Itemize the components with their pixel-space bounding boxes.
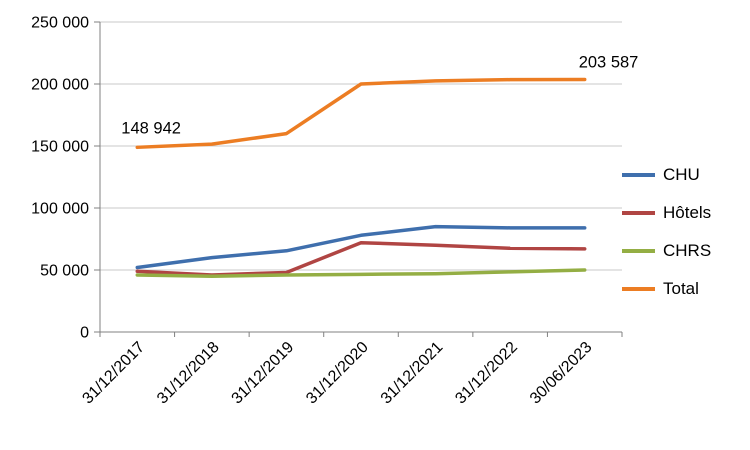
y-tick-label: 100 000 bbox=[31, 201, 89, 218]
y-tick-label: 200 000 bbox=[31, 77, 89, 94]
legend-line-sample bbox=[622, 249, 655, 253]
y-tick-label: 250 000 bbox=[31, 15, 89, 32]
legend-item-hotels: Hôtels bbox=[622, 194, 748, 232]
legend-label: Hôtels bbox=[663, 203, 712, 222]
x-tick-label: 31/12/2020 bbox=[303, 339, 372, 408]
data-label: 203 587 bbox=[579, 54, 639, 72]
series-line-chrs bbox=[135, 268, 587, 278]
legend-label: Total bbox=[663, 279, 699, 298]
legend-line-sample bbox=[622, 173, 655, 177]
legend-label: CHU bbox=[663, 165, 700, 184]
data-label: 148 942 bbox=[121, 119, 181, 137]
legend-item-total: Total bbox=[622, 270, 748, 308]
x-tick-label: 30/06/2023 bbox=[527, 339, 596, 408]
legend-label: CHRS bbox=[663, 241, 712, 260]
y-tick-label: 150 000 bbox=[31, 139, 89, 156]
x-tick-label: 31/12/2021 bbox=[378, 339, 447, 408]
series-line-total bbox=[135, 77, 587, 150]
legend-item-chu: CHU bbox=[622, 156, 748, 194]
legend-line-sample bbox=[622, 211, 655, 215]
x-tick-label: 31/12/2019 bbox=[229, 339, 298, 408]
y-tick-label: 50 000 bbox=[40, 263, 89, 280]
legend-item-chrs: CHRS bbox=[622, 232, 748, 270]
y-tick-label: 0 bbox=[80, 325, 89, 342]
legend-line-sample bbox=[622, 287, 655, 291]
x-tick-label: 31/12/2022 bbox=[452, 339, 521, 408]
chart-legend: CHU Hôtels CHRS Total bbox=[622, 156, 748, 308]
x-tick-label: 31/12/2017 bbox=[79, 339, 148, 408]
x-tick-label: 31/12/2018 bbox=[154, 339, 223, 408]
series-line-chu bbox=[135, 224, 587, 270]
